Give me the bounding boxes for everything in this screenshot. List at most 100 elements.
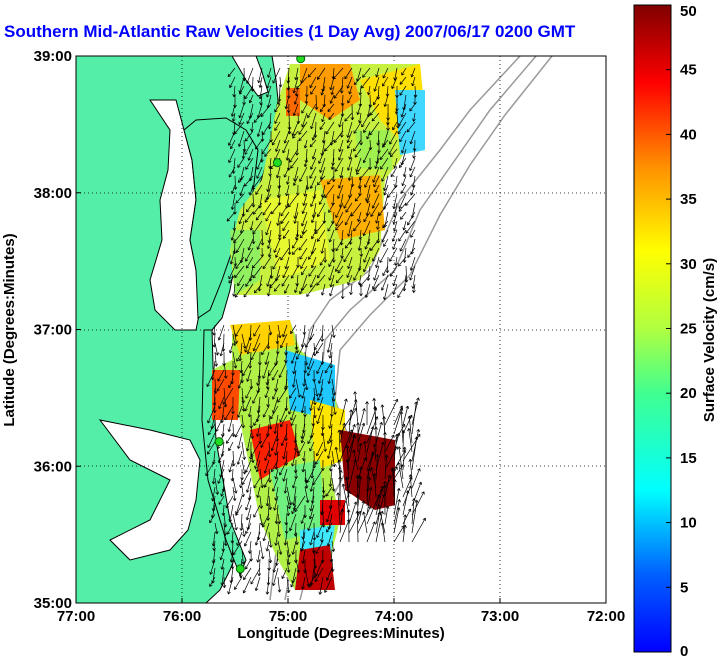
y-tick-label: 39:00 [34, 48, 72, 65]
velocity-arrow [366, 486, 373, 516]
velocity-arrow [295, 558, 301, 573]
velocity-arrow [329, 351, 333, 369]
velocity-arrow [237, 432, 243, 449]
velocity-arrow [237, 405, 243, 418]
velocity-arrow [310, 256, 317, 269]
velocity-arrow [331, 540, 336, 552]
velocity-arrow [400, 211, 407, 220]
velocity-arrow [295, 378, 302, 398]
velocity-arrow [279, 405, 288, 423]
velocity-arrow [214, 522, 219, 535]
velocity-arrow [230, 193, 236, 210]
velocity-arrow [291, 540, 297, 555]
velocity-arrow [409, 166, 416, 178]
velocity-arrow [245, 387, 252, 399]
x-tick-label: 75:00 [269, 608, 307, 625]
velocity-arrow [278, 360, 288, 378]
velocity-arrow [274, 441, 279, 456]
velocity-arrow [294, 495, 306, 513]
velocity-arrow [374, 184, 380, 193]
velocity-arrow [270, 432, 279, 452]
velocity-arrow [390, 166, 398, 178]
velocity-arrow [241, 468, 252, 485]
velocity-arrow [358, 112, 362, 124]
y-tick-label: 37:00 [34, 322, 72, 339]
velocity-arrow [336, 492, 341, 525]
velocity-arrow [333, 85, 344, 99]
velocity-arrow [375, 441, 385, 471]
velocity-arrow [218, 396, 225, 410]
velocity-arrow [373, 76, 380, 92]
velocity-arrow [259, 94, 263, 106]
velocity-arrow [356, 166, 362, 175]
velocity-arrow [325, 504, 333, 523]
velocity-arrow [345, 445, 350, 471]
velocity-arrow [363, 247, 371, 263]
velocity-arrow [226, 522, 234, 535]
velocity-arrow [348, 409, 353, 435]
velocity-arrow [393, 507, 401, 534]
velocity-arrow [212, 396, 217, 413]
velocity-arrow [391, 468, 396, 498]
velocity-arrow [252, 265, 263, 279]
velocity-arrow [366, 426, 375, 453]
velocity-arrow [353, 220, 362, 232]
velocity-arrow [209, 558, 216, 575]
x-tick-label: 76:00 [163, 608, 201, 625]
velocity-arrow [301, 202, 308, 214]
velocity-arrow [243, 175, 254, 187]
velocity-arrow [300, 396, 306, 414]
radar-stations [214, 56, 306, 574]
velocity-arrow [283, 166, 290, 178]
velocity-arrow [228, 441, 234, 452]
colorbar-tick-label: 20 [680, 385, 697, 402]
velocity-arrow [411, 468, 421, 489]
velocity-arrow [347, 256, 353, 270]
velocity-arrow [264, 193, 272, 203]
velocity-arrow [266, 76, 272, 89]
velocity-arrow [301, 387, 306, 399]
velocity-arrow [275, 333, 280, 344]
velocity-arrow [316, 175, 326, 186]
velocity-arrow [263, 459, 270, 474]
velocity-arrow [382, 265, 389, 276]
velocity-arrow [217, 324, 225, 341]
velocity-arrow [339, 166, 344, 179]
velocity-arrow [409, 157, 416, 171]
x-tick-label: 77:00 [57, 608, 95, 625]
velocity-arrow [286, 175, 290, 185]
velocity-arrow [339, 490, 351, 516]
velocity-arrow [340, 121, 344, 138]
velocity-arrow [214, 342, 219, 356]
velocity-arrow [399, 130, 407, 143]
velocity-arrow [327, 103, 335, 112]
velocity-arrow [384, 505, 390, 525]
velocity-arrow [366, 494, 380, 525]
velocity-arrow [290, 324, 297, 335]
velocity-arrow [257, 67, 263, 84]
velocity-arrow [238, 342, 243, 362]
velocity-arrow [397, 121, 407, 135]
velocity-arrow [320, 283, 326, 296]
velocity-arrow [260, 247, 265, 258]
velocity-arrow [314, 567, 324, 582]
colorbar-tick-label: 40 [680, 126, 697, 143]
velocity-arrow [384, 434, 395, 453]
velocity-arrow [363, 211, 371, 223]
velocity-arrow [315, 540, 324, 555]
velocity-arrow [251, 193, 256, 208]
velocity-arrow [350, 103, 355, 121]
velocity-arrow [409, 130, 416, 145]
velocity-arrow [217, 468, 225, 484]
velocity-arrow [249, 220, 254, 231]
velocity-arrow [238, 211, 245, 225]
velocity-arrow [346, 76, 353, 89]
velocity-arrow [272, 567, 279, 586]
velocity-arrow [374, 157, 380, 169]
velocity-arrow [326, 522, 333, 533]
velocity-arrow [290, 351, 297, 364]
velocity-arrow [329, 94, 335, 104]
velocity-arrow [280, 247, 290, 261]
velocity-arrow [287, 193, 299, 208]
